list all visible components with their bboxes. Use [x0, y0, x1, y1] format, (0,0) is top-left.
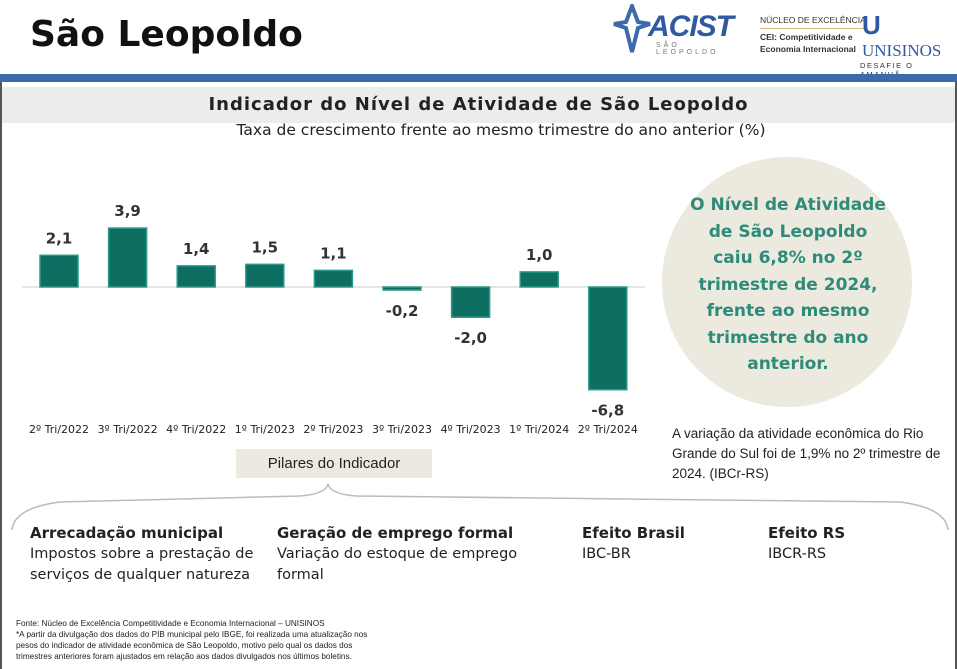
pilares-title: Pilares do Indicador [236, 449, 432, 478]
pilar-desc: IBC-BR [582, 546, 631, 562]
rs-note: A variação da atividade econômica do Rio… [672, 426, 941, 481]
category-label: 4º Tri/2023 [441, 423, 501, 436]
unisinos-logo: U UNISINOS DESAFIE O AMANHÃ. [860, 10, 957, 79]
data-label: -2,0 [454, 329, 487, 347]
bar [245, 263, 285, 288]
data-label: 3,9 [114, 202, 141, 220]
content-frame [0, 82, 957, 669]
chart-subtitle: Taxa de crescimento frente ao mesmo trim… [236, 121, 766, 139]
category-label: 4º Tri/2022 [166, 423, 226, 436]
acist-logo: ACIST SÃO LEOPOLDO [612, 4, 742, 56]
footer-source: Fonte: Núcleo de Excelência Competitivid… [16, 619, 325, 628]
data-label: 1,4 [183, 240, 210, 258]
nucleo-line1: NÚCLEO DE EXCELÊNCIA [760, 14, 866, 29]
pilares-brace [11, 483, 949, 531]
bar [450, 286, 491, 318]
bar [313, 269, 354, 288]
category-label: 2º Tri/2022 [29, 423, 89, 436]
category-label: 1º Tri/2024 [509, 423, 569, 436]
unisinos-u-icon: U [862, 10, 881, 40]
pilar-desc: Variação do estoque de emprego formal [277, 546, 518, 583]
acist-sub: SÃO LEOPOLDO [656, 42, 719, 56]
footer-note-line: *A partir da divulgação dos dados do PIB… [16, 630, 368, 639]
footer-note-line: pesos do indicador de atividade econômic… [16, 641, 353, 650]
chart-title: Indicador do Nível de Atividade de São L… [208, 94, 749, 115]
bar [39, 254, 79, 288]
bar [107, 227, 148, 288]
bar [519, 271, 559, 288]
unisinos-name: UNISINOS [862, 41, 942, 60]
pilar-desc: IBCR-RS [768, 546, 827, 562]
data-label: 1,0 [526, 246, 553, 264]
acist-name: ACIST [648, 10, 734, 43]
data-label: -6,8 [591, 402, 624, 420]
footer-note-line: trimestres anteriores foram ajustados em… [16, 652, 352, 661]
pilar-arrecadacao: Arrecadação municipal Impostos sobre a p… [30, 523, 260, 586]
pilar-emprego: Geração de emprego formal Variação do es… [277, 523, 547, 586]
footer-notes: Fonte: Núcleo de Excelência Competitivid… [16, 618, 367, 662]
nucleo-line2: CEI: Competitividade e [760, 32, 853, 42]
nucleo-line3: Economia Internacional [760, 44, 856, 54]
category-label: 3º Tri/2022 [98, 423, 158, 436]
acist-star-icon [613, 4, 651, 53]
category-label: 2º Tri/2024 [578, 423, 638, 436]
data-label: 1,5 [252, 238, 279, 256]
bar [382, 286, 422, 291]
title-band [2, 87, 955, 123]
page-title: São Leopoldo [30, 14, 303, 55]
pilar-rs: Efeito RS IBCR-RS [768, 523, 918, 565]
bar [176, 265, 216, 288]
highlight-circle [662, 157, 912, 407]
pilar-title: Geração de emprego formal [277, 524, 514, 542]
category-label: 3º Tri/2023 [372, 423, 432, 436]
bar-chart: 2,1 2º Tri/2022 3,9 3º Tri/2022 1,4 4º Tri/20… [22, 202, 645, 436]
pilar-title: Arrecadação municipal [30, 524, 224, 542]
header-divider [0, 74, 957, 82]
bar [588, 286, 628, 391]
data-label: 2,1 [46, 229, 73, 247]
pilar-title: Efeito Brasil [582, 524, 685, 542]
nucleo-logo: NÚCLEO DE EXCELÊNCIA CEI: Competitividad… [760, 14, 866, 55]
pilar-desc: Impostos sobre a prestação de serviços d… [30, 546, 254, 583]
data-label: 1,1 [320, 244, 347, 262]
data-label: -0,2 [386, 302, 419, 320]
category-label: 2º Tri/2023 [303, 423, 363, 436]
highlight-text: O Nível de Atividade de São Leopoldo cai… [690, 195, 886, 374]
pilar-brasil: Efeito Brasil IBC-BR [582, 523, 732, 565]
pilar-title: Efeito RS [768, 524, 846, 542]
category-label: 1º Tri/2023 [235, 423, 295, 436]
